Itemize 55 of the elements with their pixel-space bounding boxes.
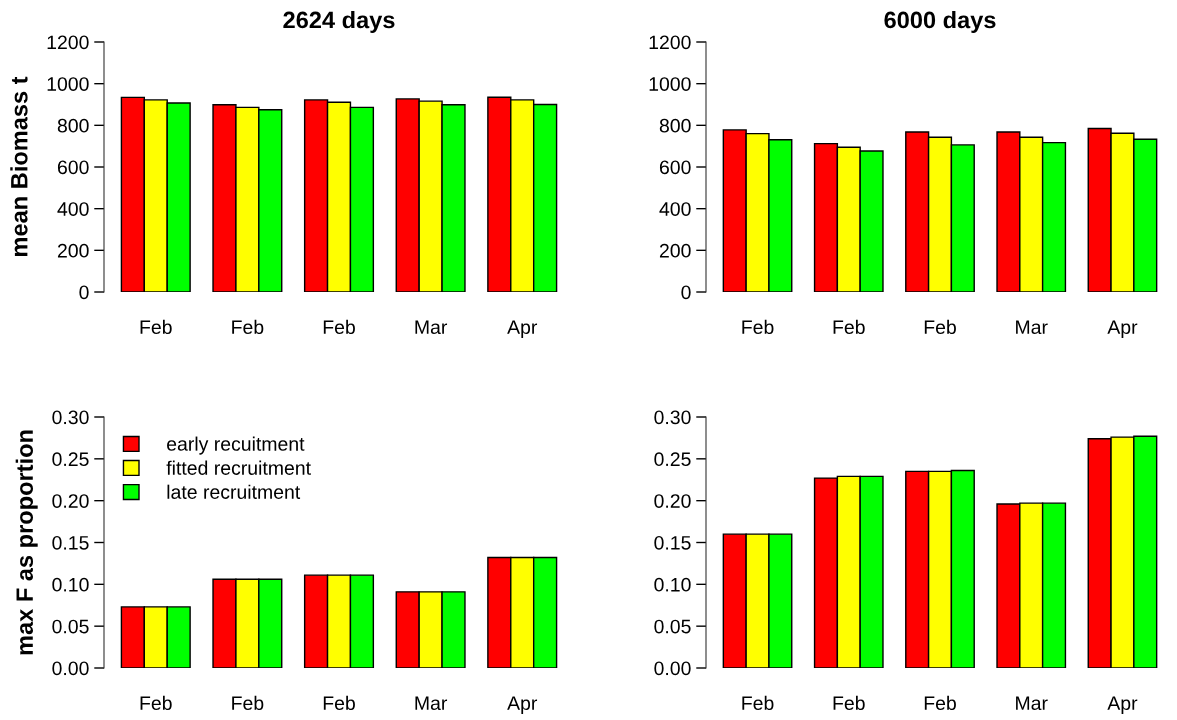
y-tick-label: 1200 <box>47 35 89 50</box>
x-tick-label: Feb <box>833 319 865 335</box>
y-tick-label: 0.10 <box>52 577 89 592</box>
y-tick-label: 0.10 <box>654 577 691 592</box>
y-tick-label: 0.30 <box>52 410 89 425</box>
y-tick-label: 600 <box>57 160 89 175</box>
y-tick-label: 800 <box>659 118 691 133</box>
x-tick-label: Feb <box>140 319 172 335</box>
y-axis-title: max F as proportion <box>15 430 38 655</box>
y-tick-label: 0.15 <box>52 535 89 550</box>
y-tick-label: 0.05 <box>52 619 89 634</box>
y-tick-label: 0.20 <box>52 494 89 508</box>
x-tick-label: Feb <box>924 319 956 335</box>
y-tick-label: 0.05 <box>654 619 691 634</box>
x-tick-label: Feb <box>924 695 956 711</box>
x-tick-label: Feb <box>323 319 355 335</box>
x-tick-label: Feb <box>742 319 774 335</box>
y-axis-title: mean Biomass t <box>10 76 28 256</box>
y-tick-label: 0.30 <box>654 410 691 425</box>
y-tick-label: 1000 <box>649 77 691 91</box>
y-tick-label: 0.00 <box>52 661 89 676</box>
x-tick-label: Mar <box>415 320 448 335</box>
y-tick-label: 400 <box>659 202 691 216</box>
x-tick-label: Feb <box>323 695 355 711</box>
y-tick-label: 400 <box>57 202 89 216</box>
y-tick-label: 0.25 <box>52 452 89 467</box>
x-tick-label: Apr <box>1107 696 1138 714</box>
y-tick-label: 600 <box>659 160 691 175</box>
y-tick-label: 200 <box>659 243 691 258</box>
y-tick-label: 800 <box>57 118 89 133</box>
chart-title: 6000 days <box>884 11 996 34</box>
x-tick-label: Mar <box>1016 696 1048 711</box>
x-tick-label: Feb <box>742 695 774 711</box>
chart-title: 2624 days <box>283 11 395 34</box>
y-tick-label: 0 <box>681 285 691 300</box>
x-tick-label: Mar <box>1016 320 1048 335</box>
x-tick-label: Apr <box>507 320 538 338</box>
y-tick-label: 0 <box>79 285 89 300</box>
x-tick-label: Feb <box>232 695 264 711</box>
x-tick-label: Apr <box>1107 320 1138 338</box>
y-tick-label: 0.15 <box>654 535 691 550</box>
x-tick-label: Feb <box>140 695 172 711</box>
legend-label: late recruitment <box>167 484 301 499</box>
x-tick-label: Apr <box>507 696 538 714</box>
x-tick-label: Feb <box>833 695 865 711</box>
y-tick-label: 1000 <box>47 77 89 91</box>
y-tick-label: 200 <box>57 243 89 258</box>
legend-label: early recuitment <box>167 436 305 455</box>
y-tick-label: 0.25 <box>654 452 691 467</box>
x-tick-label: Feb <box>232 319 264 335</box>
y-tick-label: 0.20 <box>654 494 691 508</box>
y-tick-label: 1200 <box>649 35 691 50</box>
y-tick-label: 0.00 <box>654 661 691 676</box>
x-tick-label: Mar <box>415 696 448 711</box>
legend-label: fitted recruitment <box>166 460 311 475</box>
